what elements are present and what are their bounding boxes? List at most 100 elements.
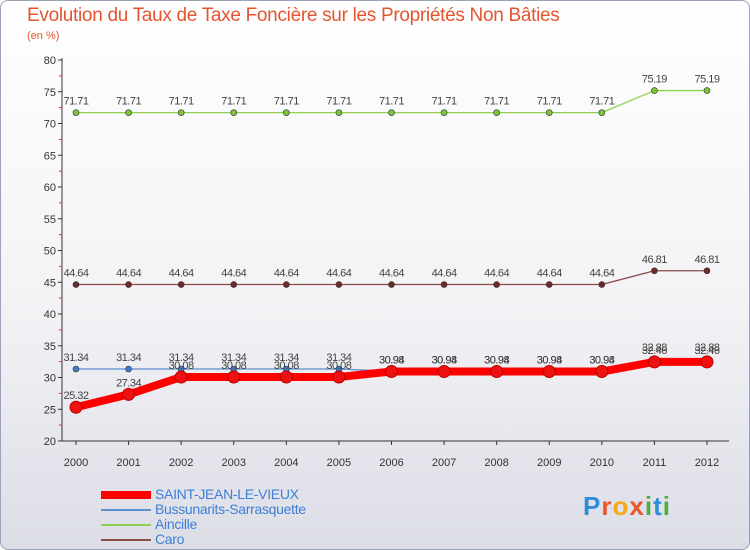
data-label-aincille-2009: 71.71	[537, 96, 562, 108]
data-label-bussunarits-sarrasquette-2009: 30.98	[537, 354, 562, 366]
x-tick-label-2003: 2003	[222, 457, 246, 469]
legend-label-aincille: Aincille	[155, 516, 197, 532]
data-label-caro-2011: 46.81	[642, 254, 667, 266]
point-aincille-2012	[703, 87, 711, 94]
legend-label-saint-jean-le-vieux: SAINT-JEAN-LE-VIEUX	[155, 486, 299, 502]
data-label-aincille-2001: 71.71	[116, 96, 141, 108]
point-caro-2003	[230, 281, 238, 288]
legend-label-bussunarits-sarrasquette: Bussunarits-Sarrasquette	[155, 501, 306, 517]
legend-swatch-caro	[101, 538, 151, 541]
x-tick-label-2007: 2007	[432, 457, 456, 469]
data-label-caro-2006: 44.64	[379, 268, 404, 280]
data-label-saint-jean-le-vieux-2000: 25.32	[63, 390, 88, 402]
point-saint-jean-le-vieux-2011	[647, 355, 661, 369]
legend-swatch-aincille	[101, 523, 151, 526]
point-caro-2009	[545, 281, 553, 288]
data-label-bussunarits-sarrasquette-2000: 31.34	[63, 352, 88, 364]
data-label-saint-jean-le-vieux-2009: 30.94	[537, 355, 562, 367]
data-label-aincille-2012: 75.19	[694, 74, 719, 86]
data-label-aincille-2010: 71.71	[589, 96, 614, 108]
legend-swatch-saint-jean-le-vieux	[101, 490, 151, 499]
y-tick-label-65: 65	[44, 150, 56, 162]
y-tick-label-30: 30	[44, 373, 56, 385]
point-aincille-2000	[72, 109, 80, 116]
point-caro-2007	[440, 281, 448, 288]
data-label-aincille-2003: 71.71	[221, 96, 246, 108]
data-label-saint-jean-le-vieux-2006: 30.94	[379, 355, 404, 367]
y-tick-label-25: 25	[44, 404, 56, 416]
point-saint-jean-le-vieux-2007	[437, 365, 451, 379]
x-tick-label-2002: 2002	[169, 457, 193, 469]
y-tick-label-40: 40	[44, 309, 56, 321]
point-caro-2012	[703, 267, 711, 275]
data-label-saint-jean-le-vieux-2001: 27.34	[116, 377, 141, 389]
data-label-aincille-2000: 71.71	[63, 96, 88, 108]
point-caro-2001	[125, 281, 132, 288]
point-aincille-2008	[493, 109, 500, 116]
y-tick-label-35: 35	[44, 341, 56, 353]
y-tick-label-75: 75	[44, 87, 56, 99]
point-saint-jean-le-vieux-2006	[385, 365, 398, 379]
data-label-bussunarits-sarrasquette-2002: 31.34	[169, 352, 194, 364]
x-tick-label-2001: 2001	[116, 457, 140, 469]
data-label-bussunarits-sarrasquette-2012: 32.88	[694, 342, 719, 354]
data-label-saint-jean-le-vieux-2002: 30.08	[169, 360, 194, 372]
point-saint-jean-le-vieux-2012	[700, 355, 714, 369]
data-label-caro-2008: 44.64	[484, 268, 509, 280]
x-tick-label-2008: 2008	[484, 457, 508, 469]
point-aincille-2006	[388, 109, 395, 116]
data-label-bussunarits-sarrasquette-2006: 30.98	[379, 354, 404, 366]
data-label-caro-2010: 44.64	[589, 268, 614, 280]
point-aincille-2001	[125, 109, 132, 116]
proxiti-logo: Proxiti	[583, 491, 671, 521]
y-tick-label-60: 60	[44, 182, 56, 194]
data-label-caro-2009: 44.64	[537, 268, 562, 280]
data-label-saint-jean-le-vieux-2004: 30.08	[274, 360, 299, 372]
x-tick-label-2012: 2012	[695, 457, 719, 469]
y-tick-label-55: 55	[44, 214, 56, 226]
data-label-bussunarits-sarrasquette-2007: 30.98	[432, 354, 457, 366]
x-tick-label-2004: 2004	[274, 457, 298, 469]
data-label-saint-jean-le-vieux-2003: 30.08	[221, 360, 246, 372]
y-tick-label-20: 20	[44, 436, 56, 448]
point-caro-2004	[283, 281, 290, 288]
point-saint-jean-le-vieux-2001	[122, 387, 136, 401]
data-label-caro-2012: 46.81	[694, 254, 719, 266]
point-caro-2005	[335, 281, 343, 288]
point-caro-2011	[651, 267, 658, 275]
data-label-caro-2007: 44.64	[432, 268, 457, 280]
point-aincille-2003	[230, 109, 238, 116]
data-label-bussunarits-sarrasquette-2011: 32.88	[642, 342, 667, 354]
data-label-caro-2000: 44.64	[63, 268, 88, 280]
y-tick-label-80: 80	[44, 55, 56, 67]
point-aincille-2005	[335, 109, 343, 116]
point-aincille-2010	[598, 109, 606, 116]
point-saint-jean-le-vieux-2004	[279, 370, 293, 384]
y-tick-label-70: 70	[44, 119, 56, 131]
data-label-bussunarits-sarrasquette-2005: 31.34	[326, 352, 351, 364]
point-saint-jean-le-vieux-2005	[332, 370, 346, 384]
point-bussunarits-sarrasquette-2001	[125, 365, 132, 373]
data-label-bussunarits-sarrasquette-2004: 31.34	[274, 352, 299, 364]
legend-label-caro: Caro	[155, 531, 185, 547]
data-label-aincille-2002: 71.71	[169, 96, 194, 108]
data-label-aincille-2006: 71.71	[379, 96, 404, 108]
point-aincille-2007	[440, 109, 448, 116]
data-label-caro-2004: 44.64	[274, 268, 299, 280]
x-tick-label-2000: 2000	[64, 457, 88, 469]
point-saint-jean-le-vieux-2002	[174, 370, 188, 384]
data-label-caro-2005: 44.64	[326, 268, 351, 280]
data-label-caro-2002: 44.64	[169, 268, 194, 280]
data-label-saint-jean-le-vieux-2010: 30.94	[589, 355, 614, 367]
point-saint-jean-le-vieux-2000	[69, 400, 83, 414]
data-label-aincille-2007: 71.71	[432, 96, 457, 108]
x-tick-label-2010: 2010	[590, 457, 614, 469]
legend-swatch-bussunarits-sarrasquette	[101, 508, 151, 511]
point-caro-2010	[598, 281, 606, 288]
point-aincille-2004	[283, 109, 290, 116]
point-saint-jean-le-vieux-2003	[227, 370, 241, 384]
data-label-aincille-2004: 71.71	[274, 96, 299, 108]
data-label-bussunarits-sarrasquette-2001: 31.34	[116, 352, 141, 364]
